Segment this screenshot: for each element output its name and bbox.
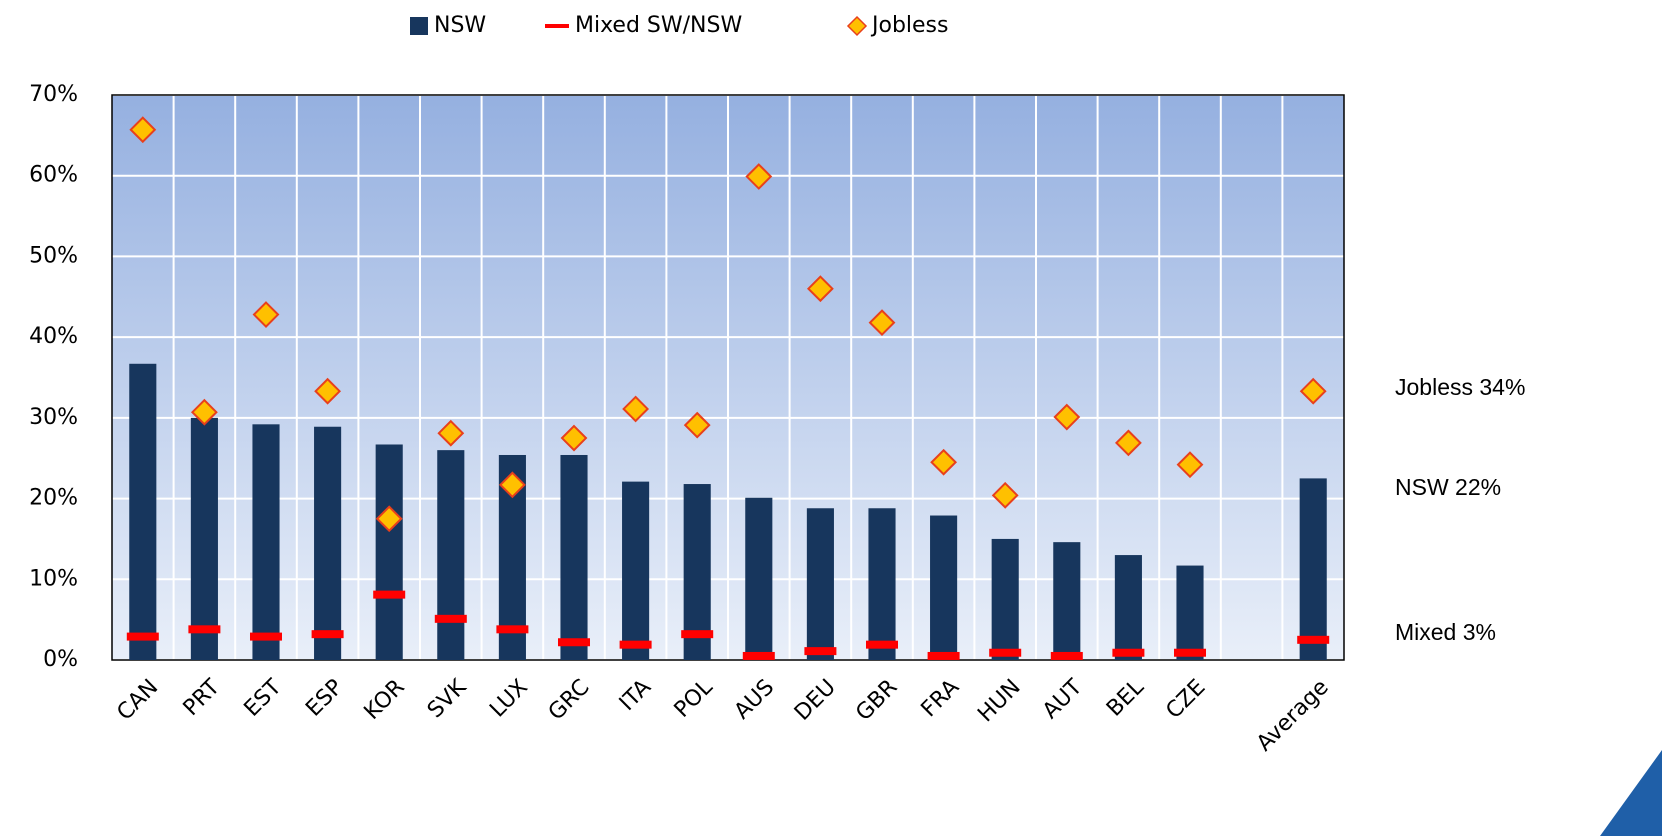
y-tick-label: 10% xyxy=(29,566,78,591)
x-tick-label: POL xyxy=(670,674,718,722)
x-tick-label: Average xyxy=(1252,675,1334,757)
diamond-marker xyxy=(1299,377,1327,405)
bar xyxy=(437,450,465,660)
y-tick-label: 70% xyxy=(29,82,78,107)
dash-marker xyxy=(1112,648,1145,657)
dash-marker xyxy=(188,625,221,634)
diamond-marker xyxy=(252,301,280,328)
x-tick-label: EST xyxy=(240,674,287,721)
dash-marker xyxy=(311,630,344,639)
diamond-marker xyxy=(622,395,650,423)
diamond-marker xyxy=(498,471,526,499)
x-tick-label: ITA xyxy=(615,675,656,716)
dash-marker xyxy=(989,648,1022,657)
dash-marker xyxy=(619,640,652,649)
y-tick-label: 60% xyxy=(29,163,78,188)
dash-marker xyxy=(1050,651,1083,660)
dash-marker xyxy=(126,632,159,641)
y-tick-label: 0% xyxy=(43,647,78,672)
diamond-marker xyxy=(129,116,157,144)
x-tick-label: GBR xyxy=(851,675,902,726)
annotation: Jobless 34% xyxy=(1395,374,1525,400)
x-tick-label: BEL xyxy=(1102,674,1149,721)
annotation: NSW 22% xyxy=(1395,474,1501,500)
x-tick-label: DEU xyxy=(790,675,841,726)
bar xyxy=(252,424,280,660)
x-tick-label: CAN xyxy=(112,675,163,726)
bar xyxy=(622,481,650,660)
bar xyxy=(1299,478,1327,660)
diamond-marker xyxy=(560,424,588,452)
bar xyxy=(1114,555,1142,660)
legend-label: NSW xyxy=(434,13,486,38)
dash-marker xyxy=(742,651,775,660)
corner-decoration xyxy=(1600,750,1662,836)
diamond-marker xyxy=(745,163,773,190)
legend-label: Jobless xyxy=(870,13,948,38)
diamond-marker xyxy=(1053,403,1081,431)
dash-marker xyxy=(804,647,837,656)
legend-label: Mixed SW/NSW xyxy=(575,13,742,38)
diamond-marker xyxy=(930,448,958,476)
diamond-marker xyxy=(806,275,834,303)
y-tick-label: 30% xyxy=(29,405,78,430)
x-tick-label: AUT xyxy=(1038,674,1088,724)
x-tick-label: SVK xyxy=(423,674,472,723)
dash-marker xyxy=(496,625,529,634)
plot-border xyxy=(111,94,1345,661)
legend-swatch xyxy=(545,24,569,28)
dash-marker xyxy=(434,614,467,623)
x-tick-label: ESP xyxy=(301,675,348,722)
y-tick-label: 20% xyxy=(29,486,78,511)
x-tick-label: FRA xyxy=(917,675,964,722)
diamond-marker xyxy=(314,377,342,405)
diamond-marker xyxy=(437,419,465,447)
dash-marker xyxy=(558,638,590,647)
diamond-marker xyxy=(1176,451,1204,479)
x-tick-label: GRC xyxy=(544,675,595,726)
dash-marker xyxy=(373,590,406,599)
x-tick-label: KOR xyxy=(360,675,410,725)
bar xyxy=(991,538,1019,660)
diamond-marker xyxy=(375,505,403,533)
dash-marker xyxy=(927,651,960,660)
legend-swatch xyxy=(846,15,868,37)
diamond-marker xyxy=(683,411,711,439)
dash-marker xyxy=(681,630,714,639)
diamond-marker xyxy=(991,481,1019,509)
diamond-marker xyxy=(1114,429,1142,457)
bar xyxy=(190,417,218,660)
y-tick-label: 40% xyxy=(29,324,78,349)
bar xyxy=(560,454,588,660)
bar xyxy=(129,363,157,660)
x-tick-label: CZE xyxy=(1161,675,1210,724)
x-tick-label: HUN xyxy=(973,675,1025,727)
diamond-marker xyxy=(868,309,896,337)
diamond-marker xyxy=(190,398,218,426)
bar xyxy=(806,508,834,660)
legend-swatch xyxy=(410,17,428,35)
bar xyxy=(1053,542,1081,660)
bar xyxy=(745,497,773,660)
bar xyxy=(1176,565,1204,660)
annotation: Mixed 3% xyxy=(1395,619,1496,645)
bar xyxy=(930,515,958,660)
dash-marker xyxy=(1174,648,1206,657)
dash-marker xyxy=(1297,635,1330,644)
dash-marker xyxy=(250,632,282,641)
x-tick-label: AUS xyxy=(730,675,780,725)
bar xyxy=(375,444,403,660)
y-tick-label: 50% xyxy=(29,243,78,268)
bar xyxy=(314,426,342,660)
x-tick-label: PRT xyxy=(179,674,226,721)
dash-marker xyxy=(866,640,898,649)
bar xyxy=(868,508,896,660)
x-tick-label: LUX xyxy=(485,675,533,723)
